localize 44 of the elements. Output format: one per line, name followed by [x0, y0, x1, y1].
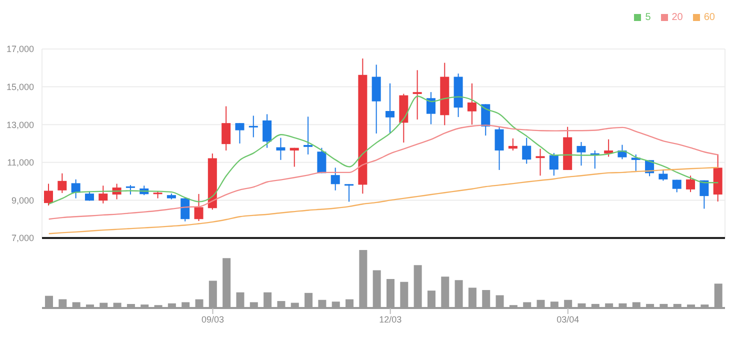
candlestick [71, 178, 80, 199]
candlestick [58, 172, 67, 194]
candlestick [494, 126, 504, 170]
candlestick [426, 92, 436, 125]
x-tick-label: 09/03 [201, 314, 224, 324]
candlestick [672, 179, 682, 193]
candlestick [222, 106, 231, 151]
y-tick-label: 7,000 [11, 233, 34, 244]
candlestick [126, 184, 135, 196]
candlestick [330, 167, 340, 191]
candlestick [700, 180, 709, 210]
legend-label: 5 [645, 12, 651, 23]
y-tick-label: 15,000 [6, 82, 34, 92]
x-tick-label: 03/04 [556, 314, 580, 324]
x-tick-label: 12/03 [379, 314, 402, 324]
legend-label: 60 [704, 12, 715, 23]
candlestick [84, 190, 94, 202]
candlestick [386, 82, 394, 134]
candlestick [290, 147, 299, 168]
candlestick [98, 185, 108, 204]
candlestick [508, 138, 518, 151]
y-tick-label: 13,000 [6, 120, 34, 130]
candlestick [304, 116, 313, 155]
candlestick [412, 70, 422, 120]
candlestick [44, 183, 53, 206]
candlestick [576, 141, 586, 166]
candlestick [467, 82, 476, 126]
y-tick-label: 11,000 [7, 158, 34, 168]
legend-label: 20 [672, 12, 683, 23]
candlestick [248, 115, 258, 138]
y-tick-label: 17,000 [6, 44, 34, 54]
candlestick [194, 193, 204, 222]
candlestick [522, 137, 532, 164]
y-tick-label: 9,000 [11, 195, 34, 206]
candlestick [344, 184, 354, 202]
candlestick [262, 114, 272, 148]
candlestick [317, 147, 326, 174]
candlestick [235, 122, 244, 144]
candlestick [276, 137, 286, 160]
candlestick [180, 197, 190, 222]
candlestick [658, 168, 668, 182]
candlestick [536, 148, 545, 176]
candlestick [686, 175, 696, 193]
candlestick [549, 152, 558, 176]
